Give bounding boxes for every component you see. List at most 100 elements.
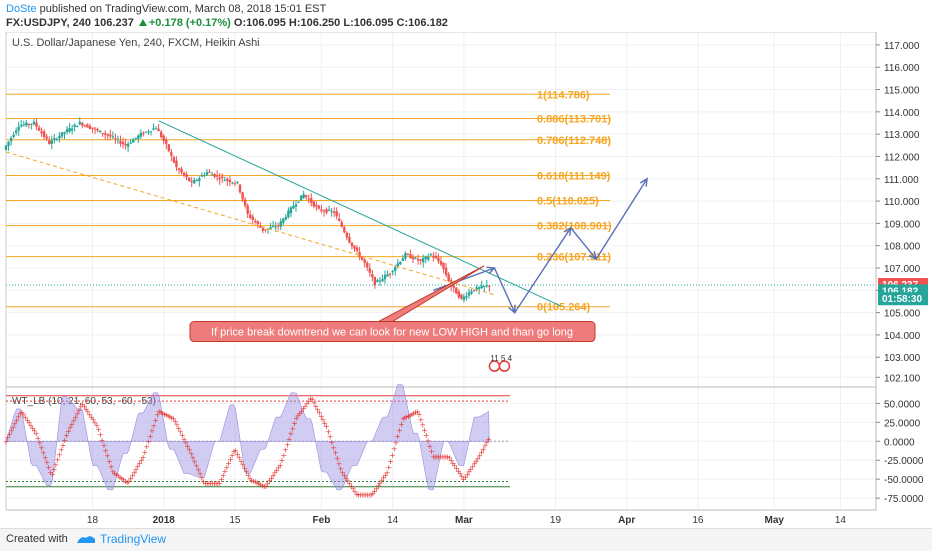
candle xyxy=(388,273,392,275)
candle xyxy=(246,205,249,214)
candle xyxy=(17,126,20,131)
candle xyxy=(310,198,313,203)
wt-line-mark: + xyxy=(83,405,90,414)
wt-line-mark: + xyxy=(350,485,357,494)
candle xyxy=(315,204,318,207)
candle xyxy=(368,268,371,273)
wt-line-mark: + xyxy=(225,459,232,468)
wt-line-mark: + xyxy=(104,452,111,461)
wt-line-mark: + xyxy=(193,461,200,470)
time-axis[interactable]: 18 2018 15 Feb 14 Mar 19 Apr 16 May 14 xyxy=(6,509,876,526)
author-name[interactable]: DoSte xyxy=(6,3,37,15)
wt-line-mark: + xyxy=(444,452,451,461)
wt-line-mark: + xyxy=(366,490,373,499)
wt-line-mark: + xyxy=(143,443,150,452)
time-tick-label: 19 xyxy=(550,515,562,526)
candle xyxy=(106,134,109,136)
time-tick-label: Mar xyxy=(455,515,473,526)
wt-line-mark: + xyxy=(321,419,328,428)
wt-line-mark: + xyxy=(191,457,198,466)
candle xyxy=(119,141,122,144)
price-axis[interactable]: 117.000 116.000 115.000 114.000 113.000 112.0… xyxy=(875,32,928,510)
trend-line-downtrend[interactable] xyxy=(158,120,561,307)
wt-line-mark: + xyxy=(35,434,42,443)
wt-line-mark: + xyxy=(298,407,305,416)
candle xyxy=(78,121,81,125)
wt-line-mark: + xyxy=(42,453,49,462)
candle xyxy=(335,211,338,217)
candle xyxy=(243,199,247,206)
annotation-box[interactable] xyxy=(189,321,596,343)
projection-arrowhead xyxy=(508,304,516,315)
candle xyxy=(147,131,150,133)
candle xyxy=(50,140,53,144)
wt-line-mark: + xyxy=(108,462,115,471)
candle xyxy=(185,174,188,178)
candle xyxy=(27,123,31,125)
wt-line-mark: + xyxy=(93,421,100,430)
wt-line-mark: + xyxy=(49,470,56,479)
wt-line-mark: + xyxy=(149,427,156,436)
candle xyxy=(289,207,293,214)
candle xyxy=(32,121,36,125)
wt-line-mark: + xyxy=(177,428,184,437)
candle xyxy=(475,287,478,291)
trend-line-dashed-support[interactable] xyxy=(5,151,495,296)
wt-line-mark: + xyxy=(483,438,490,447)
candle xyxy=(236,181,239,183)
candle xyxy=(297,201,300,203)
wt-line-mark: + xyxy=(88,413,95,422)
wt-line-mark: + xyxy=(129,471,136,480)
wt-line-mark: + xyxy=(471,460,478,469)
wt-line-mark: + xyxy=(346,479,353,488)
candle xyxy=(226,179,229,181)
wt-line-mark: + xyxy=(378,476,385,485)
wt-line-mark: + xyxy=(95,425,102,434)
wt-line-mark: + xyxy=(127,475,134,484)
wt-line-mark: + xyxy=(339,469,346,478)
wt-line-mark: + xyxy=(266,477,273,486)
wt-line-mark: + xyxy=(377,479,384,488)
candle xyxy=(91,127,94,129)
candle xyxy=(376,280,379,283)
candle xyxy=(9,137,13,142)
candle xyxy=(134,137,137,139)
candle xyxy=(427,256,430,260)
osc-tick-label: -50.0000 xyxy=(884,475,924,486)
candle xyxy=(304,195,308,198)
wt-line-mark: + xyxy=(439,452,446,461)
wt-line-mark: + xyxy=(182,438,189,447)
candle xyxy=(284,216,288,220)
candle xyxy=(210,174,214,176)
candle xyxy=(256,221,260,225)
wt-line-mark: + xyxy=(421,426,428,435)
candle xyxy=(320,209,323,212)
tradingview-brand[interactable]: TradingView xyxy=(76,532,166,546)
candle xyxy=(348,236,351,243)
annotation: If price break downtrend we can look for… xyxy=(189,265,596,343)
wt-line-mark: + xyxy=(168,413,175,422)
candle xyxy=(442,262,445,269)
candle xyxy=(213,173,216,177)
candle xyxy=(231,182,234,184)
candle xyxy=(180,168,183,173)
candle xyxy=(124,143,127,146)
wt-line-mark: + xyxy=(398,420,405,429)
candle xyxy=(200,175,204,177)
wt-line-mark: + xyxy=(457,470,464,479)
candle xyxy=(63,132,66,134)
candle xyxy=(165,139,168,144)
wt-line-mark: + xyxy=(184,442,191,451)
wt-line-mark: + xyxy=(3,437,10,446)
candle xyxy=(154,128,158,130)
wt-line-mark: + xyxy=(473,457,480,466)
candle xyxy=(126,143,130,147)
wt-line-mark: + xyxy=(437,452,444,461)
wt-line-mark: + xyxy=(334,454,341,463)
chart-area[interactable]: U.S. Dollar/Japanese Yen, 240, FXCM, Hei… xyxy=(0,32,932,528)
wt-line-mark: + xyxy=(423,431,430,440)
projection-line[interactable] xyxy=(433,178,648,315)
wt-line-mark: + xyxy=(478,448,485,457)
wt-line-mark: + xyxy=(371,487,378,496)
price-tick-label: 115.000 xyxy=(884,86,920,97)
